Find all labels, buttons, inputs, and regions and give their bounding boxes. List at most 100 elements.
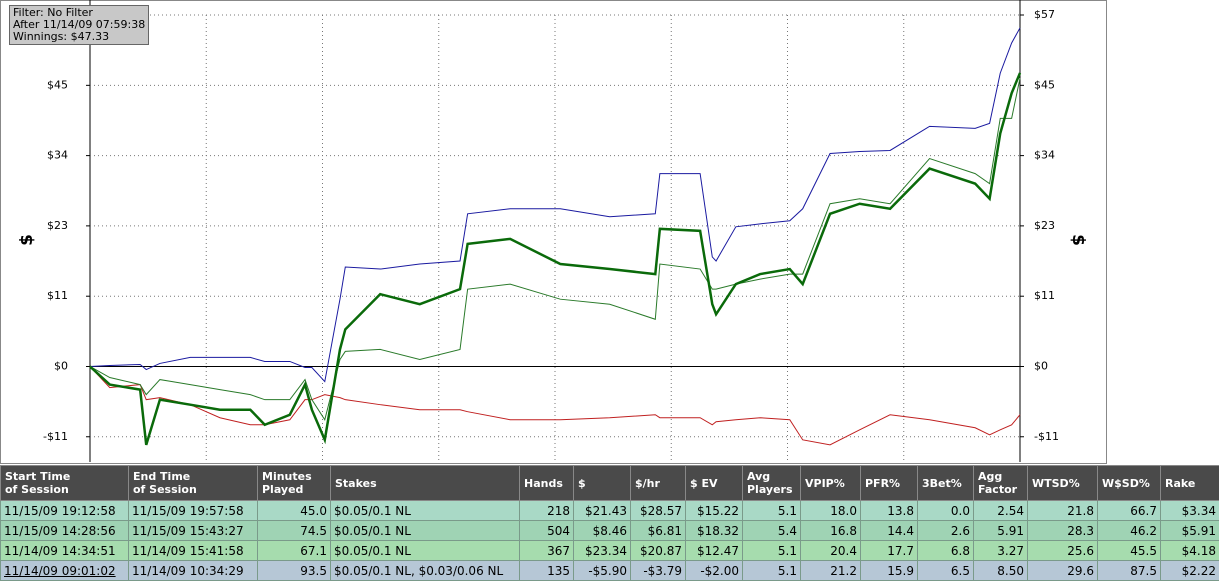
- cell: -$5.90: [574, 561, 631, 581]
- cell-text: 5.1: [778, 564, 797, 578]
- cell: 11/15/09 14:28:56: [1, 521, 129, 541]
- cell: 218: [520, 501, 574, 521]
- cell: 20.4: [801, 541, 861, 561]
- cell: 11/14/09 10:34:29: [129, 561, 258, 581]
- column-header: WTSD%: [1028, 466, 1098, 501]
- cell: 8.50: [974, 561, 1028, 581]
- cell-text: 21.2: [830, 564, 857, 578]
- cell: $8.46: [574, 521, 631, 541]
- cell: $0.05/0.1 NL: [331, 541, 520, 561]
- cell: 504: [520, 521, 574, 541]
- cell: 11/14/09 09:01:02: [1, 561, 129, 581]
- column-header: Stakes: [331, 466, 520, 501]
- cell: $5.91: [1161, 521, 1219, 541]
- cell: 45.5: [1098, 541, 1161, 561]
- cell: $20.87: [631, 541, 686, 561]
- cell: $28.57: [631, 501, 686, 521]
- cell-text: 11/15/09 14:28:56: [4, 524, 116, 538]
- cell-text: 18.0: [830, 504, 857, 518]
- cell-text: 17.7: [887, 544, 914, 558]
- cell-text: 16.8: [830, 524, 857, 538]
- cell-text: 5.4: [778, 524, 797, 538]
- cell-text: 5.1: [778, 504, 797, 518]
- cell-text: 46.2: [1130, 524, 1157, 538]
- cell-text: 135: [547, 564, 570, 578]
- cell-text: 218: [547, 504, 570, 518]
- cell: 15.9: [861, 561, 918, 581]
- cell: 21.2: [801, 561, 861, 581]
- cell: 5.1: [743, 541, 801, 561]
- cell: 29.6: [1028, 561, 1098, 581]
- cell-text: 8.50: [997, 564, 1024, 578]
- column-header: End Time of Session: [129, 466, 258, 501]
- cell-text: $20.87: [640, 544, 682, 558]
- cell-text: 66.7: [1130, 504, 1157, 518]
- cell: 2.54: [974, 501, 1028, 521]
- cell: 367: [520, 541, 574, 561]
- session-row[interactable]: 11/14/09 14:34:51 11/14/09 15:41:58 67.1 $0…: [1, 541, 1219, 561]
- cell-text: 11/15/09 19:57:58: [132, 504, 244, 518]
- cell-text: 74.5: [300, 524, 327, 538]
- cell-text: 15.9: [887, 564, 914, 578]
- cell: 5.91: [974, 521, 1028, 541]
- column-header: Agg Factor: [974, 466, 1028, 501]
- cell: 67.1: [258, 541, 331, 561]
- cell-text: 14.4: [887, 524, 914, 538]
- y-tick-label-right: $57: [1034, 8, 1055, 21]
- cell-text: 11/15/09 19:12:58: [4, 504, 116, 518]
- y-tick-label: $23: [47, 219, 68, 232]
- cell: 93.5: [258, 561, 331, 581]
- cell-text: 45.0: [300, 504, 327, 518]
- filter-line: Winnings: $47.33: [13, 31, 145, 43]
- filter-box: Filter: No Filter After 11/14/09 07:59:3…: [9, 5, 149, 45]
- cell-text: 13.8: [887, 504, 914, 518]
- cell: $18.32: [686, 521, 743, 541]
- cell: 2.6: [918, 521, 974, 541]
- cell: $6.81: [631, 521, 686, 541]
- cell: 11/15/09 15:43:27: [129, 521, 258, 541]
- cell-text: 20.4: [830, 544, 857, 558]
- session-row[interactable]: 11/15/09 19:12:58 11/15/09 19:57:58 45.0 $0…: [1, 501, 1219, 521]
- y-tick-label-right: $45: [1034, 78, 1055, 91]
- cell-text: $0.05/0.1 NL: [334, 504, 411, 518]
- column-header: Start Time of Session: [1, 466, 129, 501]
- cell: 5.1: [743, 561, 801, 581]
- cell: 11/15/09 19:12:58: [1, 501, 129, 521]
- column-header: Minutes Played: [258, 466, 331, 501]
- y-tick-label: $34: [47, 149, 68, 162]
- y-tick-label: $0: [54, 359, 68, 372]
- y-tick-label: -$11: [43, 430, 68, 443]
- cell-text: $0.05/0.1 NL, $0.03/0.06 NL: [334, 564, 503, 578]
- cell-text: 11/14/09 10:34:29: [132, 564, 244, 578]
- cell: $4.18: [1161, 541, 1219, 561]
- cell: 135: [520, 561, 574, 581]
- cell-text: -$5.90: [588, 564, 627, 578]
- cell: $21.43: [574, 501, 631, 521]
- cell: 11/14/09 15:41:58: [129, 541, 258, 561]
- column-header: $: [574, 466, 631, 501]
- cell-text: $6.81: [648, 524, 682, 538]
- y-tick-label: $45: [47, 78, 68, 91]
- y-axis-title: $: [17, 234, 37, 246]
- cell-text: 367: [547, 544, 570, 558]
- y-axis-title-right: $: [1068, 234, 1088, 246]
- cell-text: 504: [547, 524, 570, 538]
- column-header: VPIP%: [801, 466, 861, 501]
- cell-text: $4.18: [1182, 544, 1216, 558]
- cell: 25.6: [1028, 541, 1098, 561]
- cell-text: 11/14/09 14:34:51: [4, 544, 116, 558]
- cell-text: 29.6: [1067, 564, 1094, 578]
- cell-text: 67.1: [300, 544, 327, 558]
- cell: 5.1: [743, 501, 801, 521]
- column-header: $/hr: [631, 466, 686, 501]
- graph-panel: $ $ -$11-$11$0$0$11$11$23$23$34$34$45$45…: [0, 0, 1219, 465]
- cell: 11/14/09 14:34:51: [1, 541, 129, 561]
- cell: 21.8: [1028, 501, 1098, 521]
- cell: 45.0: [258, 501, 331, 521]
- cell-text: $8.46: [593, 524, 627, 538]
- cell: 16.8: [801, 521, 861, 541]
